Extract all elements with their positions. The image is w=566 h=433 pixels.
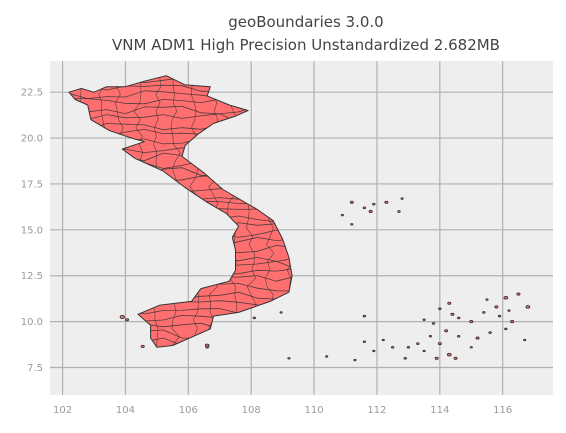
island [469, 346, 473, 349]
island [488, 331, 492, 334]
island [525, 305, 531, 309]
island [516, 292, 521, 296]
island [362, 314, 367, 318]
island [446, 352, 452, 357]
island [438, 307, 442, 311]
island [503, 295, 509, 300]
y-tick-label: 20.0 [21, 134, 43, 145]
x-tick-labels: 102 104 106 108 110 112 114 116 [53, 405, 512, 416]
x-tick-label: 114 [430, 405, 449, 416]
island [362, 206, 367, 210]
island [456, 334, 461, 338]
island [431, 322, 436, 325]
island [437, 342, 442, 346]
island [416, 342, 420, 345]
island [507, 309, 511, 312]
y-tick-label: 7.5 [27, 363, 43, 374]
island [384, 200, 389, 204]
island [434, 356, 439, 360]
y-tick-label: 12.5 [21, 271, 43, 282]
island [422, 349, 426, 353]
island [287, 357, 291, 360]
x-tick-label: 108 [242, 405, 261, 416]
island [456, 316, 461, 320]
island [494, 305, 499, 309]
island [400, 197, 404, 200]
island [504, 327, 508, 331]
x-tick-label: 112 [367, 405, 386, 416]
island [406, 345, 411, 349]
island [390, 345, 395, 349]
x-tick-label: 104 [116, 405, 135, 416]
island [475, 336, 480, 340]
island [124, 318, 130, 322]
island [510, 320, 515, 324]
island [205, 345, 209, 349]
island [453, 356, 458, 360]
island [368, 209, 373, 214]
island [325, 355, 329, 358]
island [422, 318, 426, 321]
chart-subtitle: VNM ADM1 High Precision Unstandardized 2… [112, 36, 500, 54]
island [403, 356, 407, 360]
island [523, 338, 527, 342]
x-tick-label: 102 [53, 405, 72, 416]
island [252, 316, 257, 320]
island [349, 200, 354, 204]
island [372, 202, 376, 206]
island [140, 344, 145, 348]
island [397, 210, 401, 213]
island [353, 358, 357, 362]
island [340, 213, 344, 217]
island [450, 312, 455, 316]
island [485, 298, 489, 301]
y-tick-labels: 7.5 10.0 12.5 15.0 17.5 20.0 22.5 [21, 88, 43, 374]
island [497, 314, 502, 318]
island-group [119, 197, 531, 362]
y-tick-label: 10.0 [21, 317, 43, 328]
island [447, 301, 452, 305]
island [444, 329, 449, 333]
x-tick-label: 106 [179, 405, 198, 416]
island [350, 223, 354, 226]
y-tick-label: 15.0 [21, 225, 43, 236]
island [119, 315, 125, 319]
chart-title: geoBoundaries 3.0.0 [228, 13, 383, 31]
island [279, 311, 283, 314]
island [372, 349, 376, 353]
x-tick-label: 116 [493, 405, 512, 416]
x-tick-label: 110 [305, 405, 324, 416]
island [469, 320, 474, 324]
island [428, 335, 432, 338]
island [381, 338, 385, 342]
island [362, 340, 366, 344]
y-tick-label: 22.5 [21, 88, 43, 99]
island [482, 311, 486, 314]
y-tick-label: 17.5 [21, 179, 43, 190]
